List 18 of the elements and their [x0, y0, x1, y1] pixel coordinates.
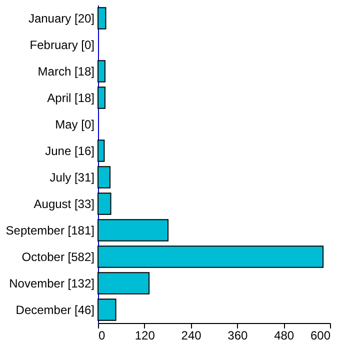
x-tick-label: 240: [181, 328, 202, 342]
y-tick-label: June [16]: [45, 144, 94, 158]
y-tick-label: September [181]: [6, 223, 94, 238]
y-tick-label: October [582]: [22, 250, 94, 264]
x-tick-label: 120: [134, 328, 156, 342]
x-tick-label: 0: [98, 328, 106, 342]
y-tick-label: December [46]: [16, 302, 94, 317]
y-tick-label: May [0]: [55, 117, 94, 132]
y-tick-label: July [31]: [50, 170, 94, 184]
y-tick-label: January [20]: [28, 11, 94, 26]
y-tick-label: March [18]: [38, 64, 94, 78]
y-tick-label: April [18]: [47, 90, 94, 105]
x-tick-label: 480: [274, 328, 294, 342]
y-tick-label: February [0]: [30, 38, 94, 52]
x-tick-label: 600: [310, 328, 331, 342]
y-tick-label: August [33]: [34, 196, 94, 211]
x-tick-label: 360: [228, 328, 248, 342]
y-tick-label: November [132]: [9, 276, 94, 290]
